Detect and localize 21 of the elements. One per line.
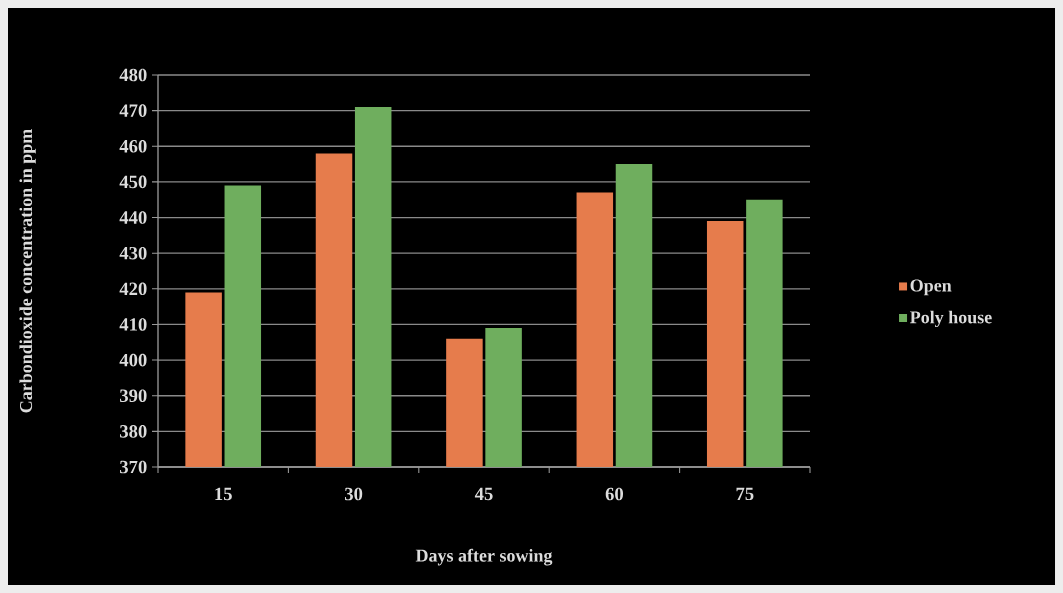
x-tick-label: 15 [215,487,232,501]
y-tick-label: 380 [120,425,147,438]
y-tick-label: 390 [120,389,147,403]
x-tick-label: 75 [736,487,754,501]
y-tick-label: 460 [119,139,147,153]
y-tick-label: 370 [120,460,147,474]
x-axis-title: Days after sowing [415,548,553,566]
legend-label: Poly house [910,310,992,328]
y-tick-label: 450 [119,175,147,189]
y-tick-label: 470 [119,104,147,117]
y-axis-title: Carbondioxide concentration in ppm [19,129,36,413]
y-tick-label: 400 [119,353,147,367]
y-tick-label: 440 [119,211,147,224]
legend-label: Open [910,279,952,296]
y-tick-label: 430 [119,246,147,260]
x-tick-label: 30 [344,487,363,501]
x-tick-label: 60 [605,487,624,501]
y-tick-label: 420 [119,282,147,296]
x-tick-label: 45 [474,487,493,501]
y-tick-label: 480 [119,68,147,82]
y-tick-label: 410 [119,318,147,331]
